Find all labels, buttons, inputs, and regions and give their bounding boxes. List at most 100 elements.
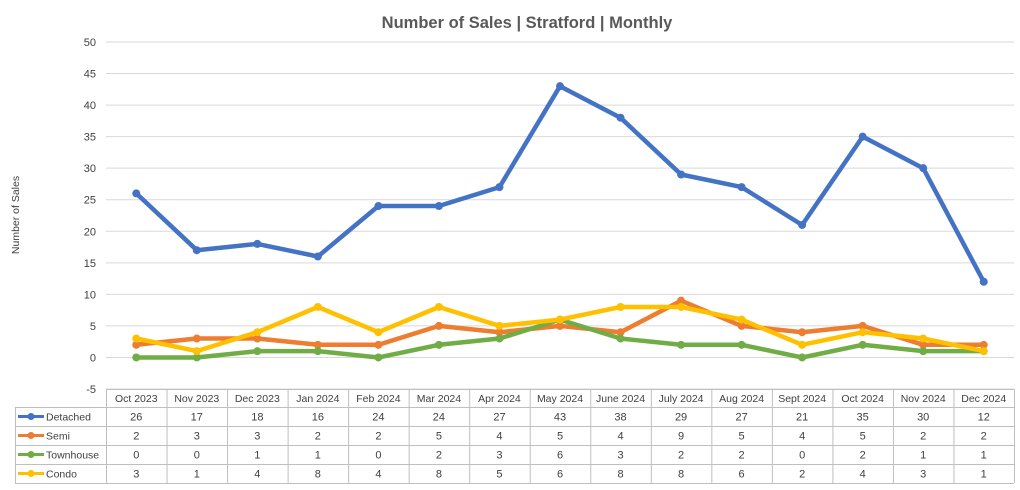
table-cell: 5 (860, 431, 866, 443)
legend-marker-townhouse (27, 451, 35, 458)
data-point-condo (677, 302, 686, 311)
table-cell: 8 (436, 469, 442, 481)
table-cell: 2 (739, 450, 745, 462)
y-tick-label: 0 (90, 352, 96, 364)
table-cell: 5 (436, 431, 442, 443)
data-point-townhouse (737, 340, 746, 349)
data-point-detached (192, 246, 201, 255)
data-point-detached (556, 82, 564, 91)
table-cell: 2 (981, 431, 987, 443)
data-point-detached (858, 132, 867, 141)
data-point-detached (798, 220, 807, 229)
table-row-semi: Semi 2 3 3 2 2 5 4 5 4 9 5 4 5 2 2 (18, 431, 987, 443)
data-point-townhouse (919, 347, 928, 356)
y-tick-label: 45 (84, 69, 96, 81)
y-tick-label: -5 (86, 384, 96, 396)
table-cell: 6 (557, 469, 563, 481)
y-tick-label: 10 (84, 289, 96, 301)
legend-label-condo: Condo (46, 469, 77, 481)
data-point-townhouse (192, 353, 201, 362)
x-category-label: Oct 2023 (115, 393, 158, 405)
x-category-label: May 2024 (537, 393, 583, 405)
data-point-townhouse (616, 334, 625, 343)
table-cell: 16 (312, 412, 324, 424)
y-axis-ticks: -5 0 5 10 15 20 25 30 35 40 45 50 (84, 37, 96, 396)
table-cell: 2 (315, 431, 321, 443)
data-point-detached (434, 202, 443, 211)
table-cell: 24 (433, 412, 445, 424)
table-cell: 26 (130, 412, 142, 424)
data-point-condo (616, 302, 625, 311)
data-point-semi (858, 321, 867, 330)
data-point-semi (979, 340, 988, 349)
y-tick-label: 20 (84, 226, 96, 238)
data-point-semi (192, 334, 201, 343)
table-cell: 8 (678, 469, 684, 481)
table-cell: 27 (735, 412, 747, 424)
data-point-semi (798, 328, 807, 337)
data-point-condo (374, 328, 383, 337)
y-tick-label: 50 (84, 37, 96, 49)
legend-label-detached: Detached (46, 412, 91, 424)
table-cell: 2 (860, 450, 866, 462)
data-point-detached (737, 183, 746, 192)
data-point-townhouse (374, 353, 383, 362)
table-cell: 1 (315, 450, 321, 462)
data-point-condo (556, 315, 564, 324)
table-cell: 21 (796, 412, 808, 424)
series-condo (132, 302, 988, 356)
table-cell: 4 (496, 431, 502, 443)
legend-marker-detached (27, 413, 35, 420)
data-point-detached (132, 189, 141, 198)
series-lines (132, 82, 988, 362)
data-point-condo (919, 334, 928, 343)
data-point-townhouse (132, 353, 141, 362)
x-category-label: Nov 2024 (901, 393, 946, 405)
data-point-condo (132, 334, 141, 343)
table-cell: 38 (614, 412, 626, 424)
data-point-semi (132, 340, 141, 349)
data-point-semi (495, 328, 504, 337)
table-cell: 2 (436, 450, 442, 462)
data-point-detached (253, 239, 262, 248)
table-cell: 0 (799, 450, 805, 462)
table-cell: 4 (617, 431, 623, 443)
table-cell: 5 (557, 431, 563, 443)
data-point-detached (979, 277, 988, 286)
table-cell: 6 (739, 469, 745, 481)
data-point-condo (495, 321, 504, 330)
data-point-townhouse (253, 347, 262, 356)
table-cell: 0 (133, 450, 139, 462)
table-cell: 1 (981, 450, 987, 462)
x-category-label: Dec 2023 (235, 393, 280, 405)
data-point-townhouse (858, 340, 867, 349)
table-cell: 29 (675, 412, 687, 424)
table-cell: 1 (920, 450, 926, 462)
data-point-detached (313, 252, 322, 261)
series-line-detached (134, 83, 986, 284)
table-cell: 30 (917, 412, 929, 424)
table-cell: 2 (799, 469, 805, 481)
table-row-townhouse: Townhouse 0 0 1 1 0 2 3 6 3 2 2 0 2 1 1 (18, 450, 987, 462)
data-point-condo (192, 347, 201, 356)
table-cell: 4 (254, 469, 260, 481)
table-cell: 3 (194, 431, 200, 443)
table-row-detached: Detached 26 17 18 16 24 24 27 43 38 29 27 21 35 30 12 (18, 412, 990, 424)
gridlines (106, 41, 1014, 390)
y-tick-label: 15 (84, 258, 96, 270)
table-cell: 4 (799, 431, 805, 443)
data-point-detached (616, 113, 625, 122)
x-category-label: Apr 2024 (478, 393, 521, 405)
data-point-semi (434, 321, 443, 330)
table-cell: 5 (496, 469, 502, 481)
series-detached (132, 82, 988, 286)
data-point-detached (495, 183, 504, 192)
data-point-townhouse (495, 334, 504, 343)
table-cell: 3 (133, 469, 139, 481)
data-point-townhouse (313, 347, 322, 356)
table-cell: 8 (315, 469, 321, 481)
table-cell: 9 (678, 431, 684, 443)
legend-label-townhouse: Townhouse (46, 450, 99, 462)
y-tick-label: 25 (84, 195, 96, 207)
x-category-label: Jan 2024 (296, 393, 339, 405)
